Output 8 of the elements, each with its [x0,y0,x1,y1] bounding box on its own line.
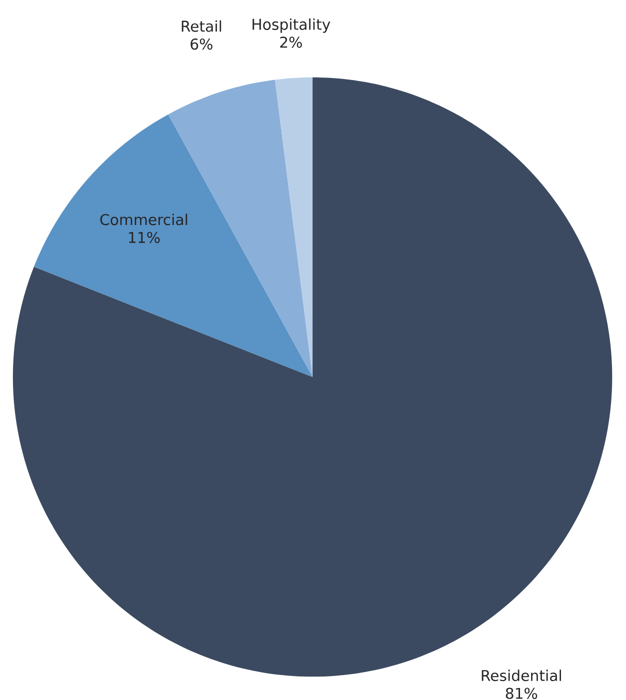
data-label: 81% [506,688,538,700]
data-label: 2% [280,36,302,48]
data-label: 11% [129,232,160,244]
slice-label: Commercial [100,214,188,226]
slice-label: Residential [482,670,561,682]
data-label: 6% [190,38,212,50]
slice-label: Hospitality [252,18,330,33]
slice-label: Retail [182,20,222,32]
